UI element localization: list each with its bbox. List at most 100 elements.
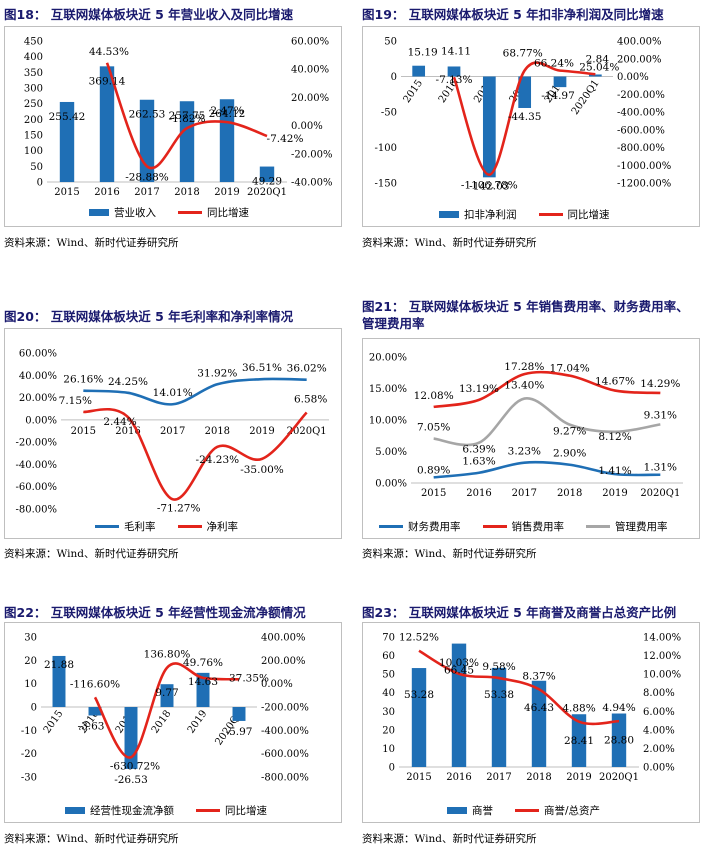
fig22-y2tick: -800.00% (261, 773, 309, 784)
fig21-line-财务费用率 (433, 460, 661, 479)
fig22-ytick: 30 (24, 633, 37, 644)
fig23-category-label: 2016 (446, 772, 471, 783)
fig22-svg: -30 -20 -10 0 10 20 30 -800.00% -600.00% -400.00%… (21, 633, 309, 786)
fig22-y2tick: 200.00% (261, 656, 306, 667)
fig23-data-label: 53.28 (404, 689, 434, 701)
fig22-data-label: 136.80% (144, 649, 191, 661)
fig22-y2tick: 400.00% (261, 633, 306, 644)
fig23-data-label: 12.52% (399, 632, 439, 644)
fig18-ytick: 250 (24, 99, 43, 110)
fig20-ytick: -80.00% (15, 505, 57, 516)
legend-swatch (379, 525, 403, 528)
fig19-ytick: 50 (384, 37, 397, 48)
fig18-data-label: 255.42 (49, 111, 86, 123)
fig22-line-同比增速 (93, 662, 240, 759)
fig18-category-label: 2019 (214, 187, 239, 198)
fig23-category-label: 2015 (406, 772, 431, 783)
fig21-data-label: 1.31% (644, 462, 677, 474)
fig22-bar (196, 672, 210, 707)
legend-item: 财务费用率 (379, 519, 461, 534)
legend-item: 净利率 (177, 519, 239, 534)
fig20-category-label: 2019 (249, 426, 274, 437)
fig20-data-label: 26.16% (63, 374, 103, 386)
fig21-data-label: 6.39% (462, 444, 495, 456)
fig23-bar (411, 668, 427, 767)
fig23-ytick: 60 (382, 651, 395, 662)
fig22-y2tick: -400.00% (261, 726, 309, 737)
fig18-data-label: 262.53 (129, 109, 166, 121)
fig21-category-label: 2015 (421, 488, 446, 499)
fig18-y2tick: 0.00% (291, 121, 323, 132)
fig21-source: 资料来源：Wind、新时代证券研究所 (362, 548, 537, 560)
legend-swatch (196, 809, 220, 812)
fig18-category-label: 2020Q1 (247, 187, 287, 198)
fig22-ytick: -10 (21, 726, 37, 737)
legend-item: 商誉 (447, 803, 493, 818)
fig21-data-label: 3.23% (508, 446, 541, 458)
fig21-data-label: 17.04% (550, 363, 590, 375)
fig18-category-label: 2016 (94, 187, 119, 198)
fig23-data-label: 10.03% (439, 657, 479, 669)
fig19-title: 图19： 互联网媒体板块近 5 年扣非净利润及同比增速 (362, 7, 664, 22)
fig19-svg: -150 -100 -50 0 50 -1200.00% -1000.00% -800.00%… (375, 37, 672, 193)
fig22-category-label: 2019 (186, 708, 210, 735)
legend-label: 经营性现金流净额 (90, 805, 174, 817)
fig23-bar (571, 714, 587, 767)
fig23-y2tick: 12.00% (643, 651, 681, 662)
fig23-ytick: 70 (382, 633, 395, 644)
fig22-bar (88, 707, 102, 716)
legend-label: 扣非净利润 (464, 209, 517, 221)
legend-swatch (586, 525, 610, 528)
fig23-source: 资料来源：Wind、新时代证券研究所 (362, 833, 537, 845)
fig23-y2tick: 8.00% (643, 688, 675, 699)
fig23-data-label: 4.88% (562, 703, 595, 715)
legend-label: 同比增速 (567, 209, 610, 221)
fig18-data-label: 44.53% (89, 46, 129, 58)
fig21-category-label: 2017 (512, 488, 537, 499)
fig23-y2tick: 2.00% (643, 744, 675, 755)
fig20-title: 图20： 互联网媒体板块近 5 年毛利率和净利率情况 (4, 309, 294, 324)
fig18-bar (99, 66, 115, 182)
fig21-data-label: 1.41% (598, 465, 631, 477)
fig20-data-label: 14.01% (153, 387, 193, 399)
fig21-legend: 财务费用率 销售费用率 管理费用率 (379, 519, 668, 534)
fig23-bar (611, 713, 627, 767)
fig21-data-label: 13.19% (459, 383, 499, 395)
fig23-ytick: 40 (382, 688, 395, 699)
fig21-line-销售费用率 (433, 370, 661, 409)
fig19-category-label: 2015 (402, 78, 426, 105)
fig18-ytick: 450 (24, 37, 43, 48)
fig19-data-label: 25.04% (579, 61, 619, 73)
fig19-ytick: 0 (391, 72, 397, 83)
fig23-data-label: 53.38 (484, 689, 514, 701)
legend-item: 同比增速 (178, 205, 249, 220)
fig22-y2tick: -200.00% (261, 703, 309, 714)
legend-swatch (95, 525, 119, 528)
fig20-data-label: 2.44% (103, 416, 136, 428)
fig18-line-同比增速 (105, 62, 268, 170)
fig20-ytick: 60.00% (19, 349, 57, 360)
fig19-bar (518, 76, 532, 108)
fig23-y2tick: 6.00% (643, 707, 675, 718)
legend-label: 商誉 (472, 805, 493, 817)
fig19-y2tick: -1200.00% (617, 179, 671, 190)
fig23-ytick: 30 (382, 707, 395, 718)
legend-item: 毛利率 (95, 519, 156, 534)
fig18-data-label: 369.14 (89, 75, 126, 87)
fig21-category-label: 2018 (557, 488, 582, 499)
fig21-title: 图21： 互联网媒体板块近 5 年销售费用率、财务费用率、管理费用率 (362, 299, 689, 331)
fig18-y2tick: 40.00% (291, 65, 329, 76)
fig21-data-label: 0.89% (417, 464, 450, 476)
fig22-category-label: 2018 (150, 708, 174, 735)
fig22-data-label: -26.53 (114, 774, 148, 786)
fig20-ytick: 20.00% (19, 393, 57, 404)
fig23-data-label: 4.94% (602, 702, 635, 714)
fig19-bar (447, 66, 461, 77)
fig21-ytick: 5.00% (375, 447, 407, 458)
legend-label: 净利率 (206, 521, 239, 533)
fig23-data-label: 28.41 (564, 735, 594, 747)
fig18-y2tick: 60.00% (291, 37, 329, 48)
fig23-bar (531, 680, 547, 767)
fig23-category-label: 2019 (566, 772, 591, 783)
fig18-data-label: -7.42% (267, 133, 304, 145)
